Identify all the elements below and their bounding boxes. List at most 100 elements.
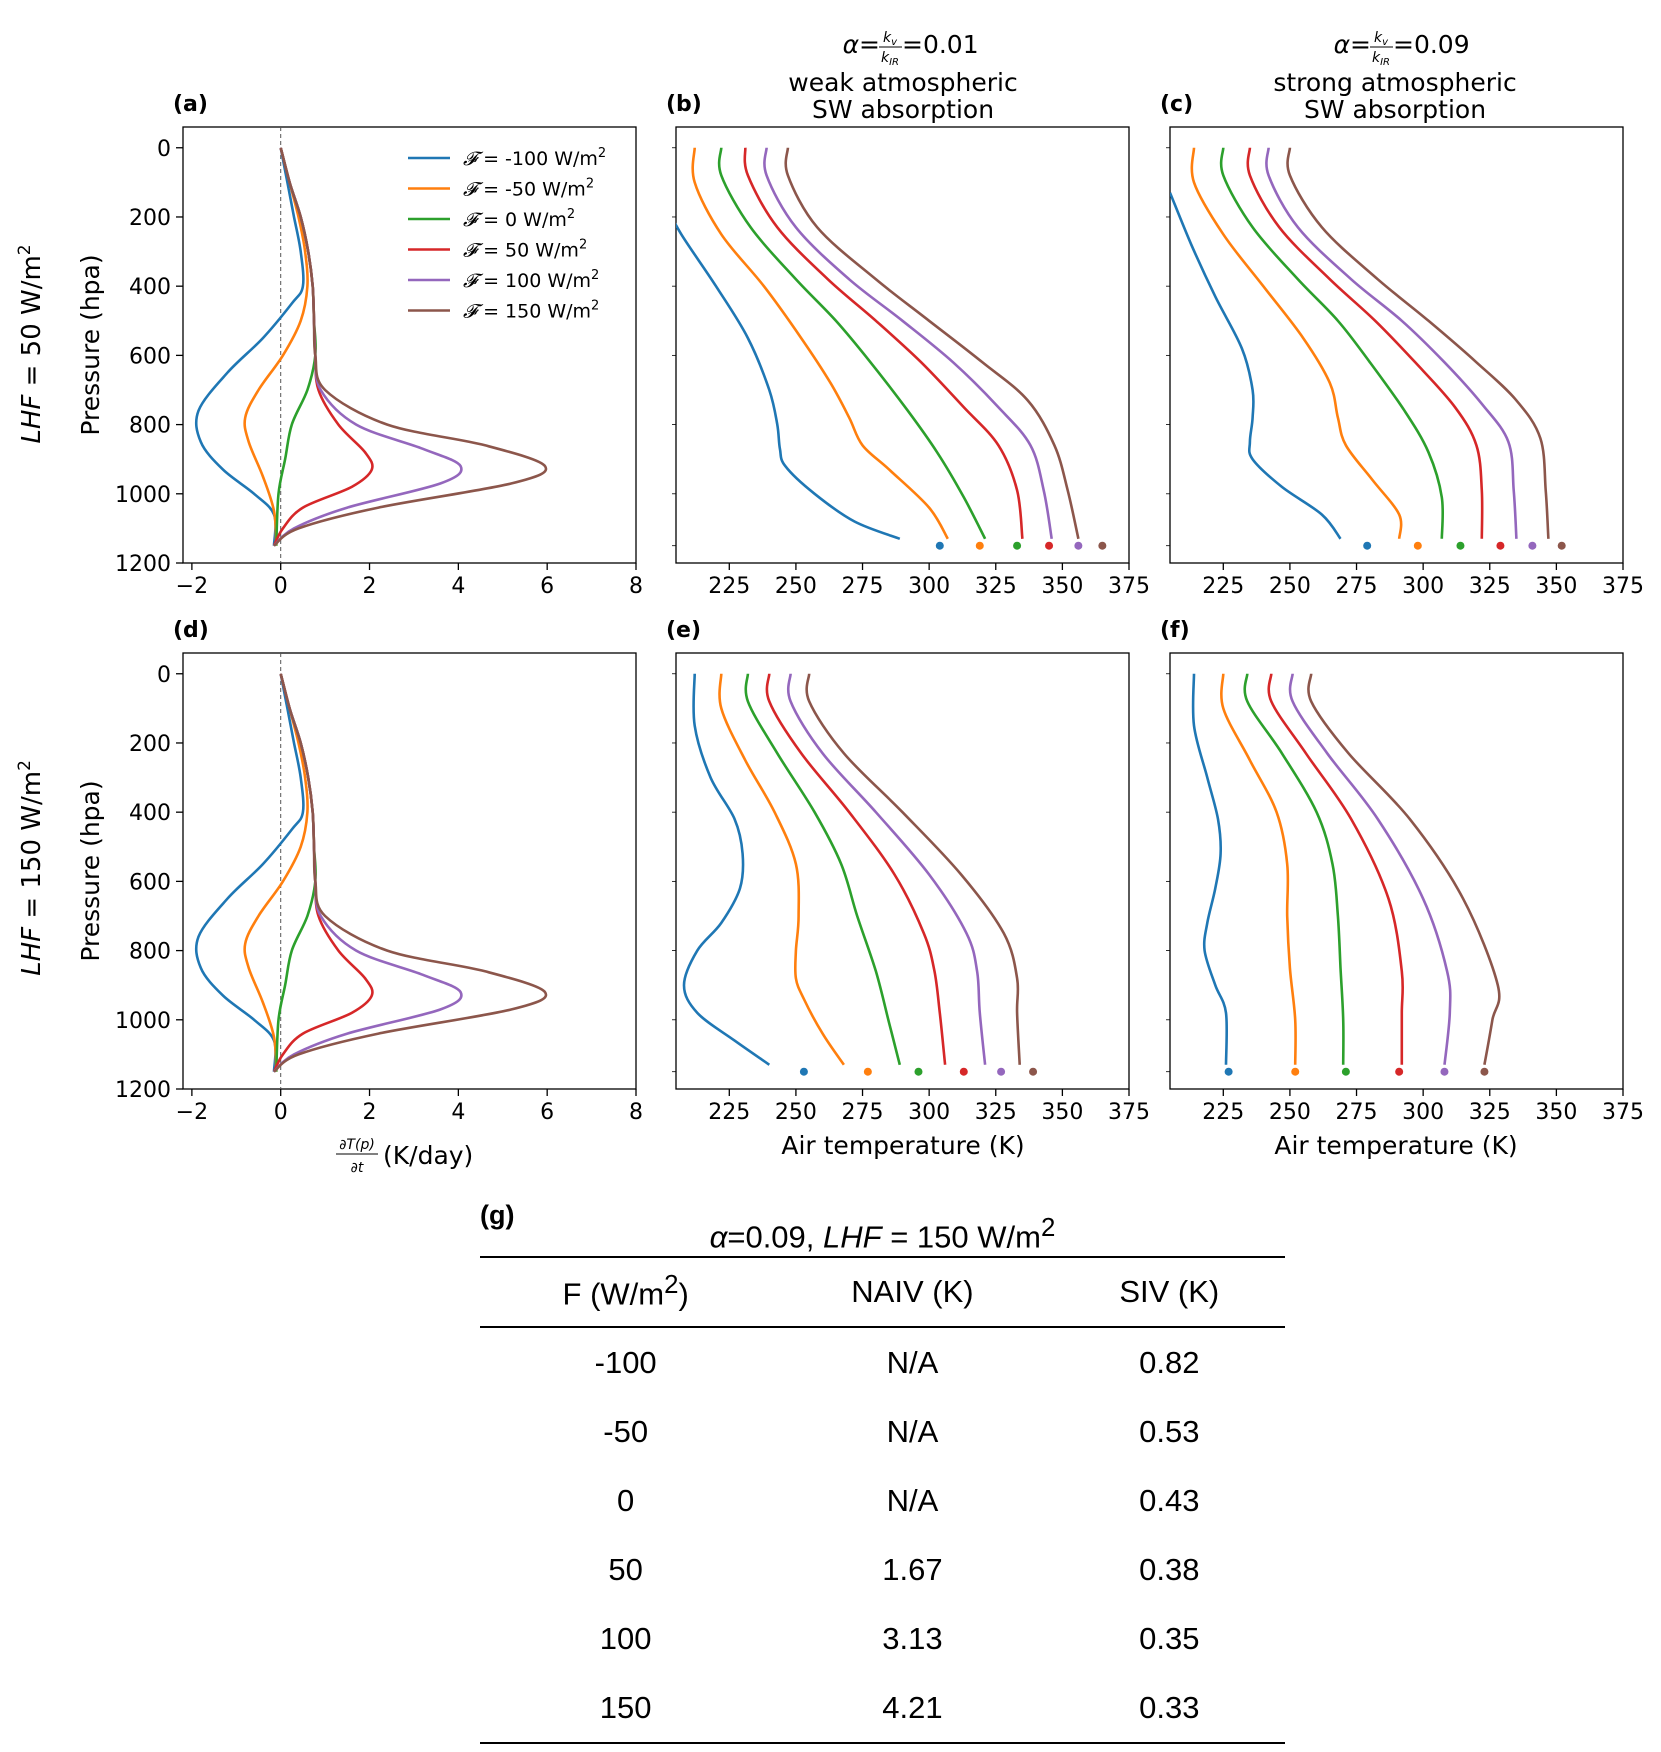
- series-line-e-1: [718, 673, 845, 1066]
- x-tick-label: 6: [540, 574, 554, 599]
- series-line-d-0: [194, 673, 305, 1072]
- legend-entry-4: 𝓕 = 100 W/m2: [463, 268, 599, 292]
- cell: 0.38: [1139, 1551, 1200, 1587]
- cell: 150: [480, 1673, 772, 1744]
- col-header-siv: SIV (K): [1053, 1256, 1285, 1328]
- x-tick-label: 225: [1202, 574, 1244, 599]
- x-tick-label: 250: [1269, 1100, 1311, 1125]
- surface-point-e-4: [997, 1067, 1006, 1076]
- series-line-d-5: [273, 673, 548, 1073]
- surface-point-c-2: [1456, 541, 1465, 550]
- x-tick-label: −2: [176, 574, 208, 599]
- series-line-c-2: [1219, 147, 1445, 539]
- legend-entry-2: 𝓕 = 0 W/m2: [463, 207, 575, 231]
- x-tick-label: 2: [363, 574, 377, 599]
- surface-point-e-0: [799, 1067, 808, 1076]
- header-b: α= kv kIR =0.01 weak atmospheric SW abso…: [788, 30, 1017, 124]
- x-tick-label: 275: [1336, 1100, 1378, 1125]
- legend-entry-0: 𝓕 = -100 W/m2: [463, 146, 606, 170]
- cell: 0.43: [1139, 1482, 1200, 1518]
- x-tick-label: 8: [629, 1100, 643, 1125]
- panel-b: (b) 225 250 275 300 325 350 375: [666, 92, 1150, 599]
- cell: N/A: [886, 1344, 939, 1380]
- surface-point-e-3: [959, 1067, 968, 1076]
- panel-d-frame: [182, 652, 637, 1090]
- y-tick-label: 400: [129, 275, 171, 300]
- panel-f-frame: [1169, 652, 1624, 1090]
- series-line-f-4: [1288, 673, 1452, 1065]
- header-b-fraction: kv kIR: [879, 30, 902, 68]
- series-line-b-3: [743, 147, 1024, 539]
- y-tick-label: 200: [129, 732, 171, 757]
- table-row: -50 N/A 0.53: [480, 1397, 1285, 1466]
- legend-entry-5: 𝓕 = 150 W/m2: [463, 299, 599, 323]
- series-line-a-5: [273, 147, 548, 547]
- header-c-fraction: kv kIR: [1370, 30, 1393, 68]
- x-tick-label: 300: [1402, 1100, 1444, 1125]
- series-line-f-0: [1191, 673, 1229, 1065]
- ylabel-a: Pressure (hpa): [76, 254, 105, 435]
- surface-point-b-0: [935, 541, 944, 550]
- series-line-a-1: [243, 147, 309, 546]
- table-row: 150 4.21 0.33: [480, 1673, 1285, 1744]
- svg-text:kIR: kIR: [1372, 50, 1390, 68]
- surface-point-f-3: [1395, 1067, 1404, 1076]
- x-tick-label: 350: [1535, 1100, 1577, 1125]
- xlabel-heating: ∂T(p) ∂t (K/day): [336, 1137, 473, 1176]
- series-line-e-2: [744, 673, 902, 1066]
- x-tick-label: 225: [708, 1100, 750, 1125]
- legend: 𝓕 = -100 W/m2 𝓕 = -50 W/m2 𝓕 = 0 W/m2 𝓕 = 5…: [408, 146, 606, 323]
- x-tick-label: 275: [842, 574, 884, 599]
- series-line-f-5: [1307, 673, 1501, 1066]
- cell: 3.13: [882, 1620, 943, 1656]
- header-c-line1: strong atmospheric: [1273, 68, 1516, 97]
- series-line-c-3: [1246, 147, 1484, 539]
- y-tick-label: 1200: [115, 1078, 171, 1103]
- panel-c-frame: [1169, 126, 1624, 564]
- x-tick-label: 300: [908, 1100, 950, 1125]
- header-b-line2: SW absorption: [812, 95, 994, 124]
- x-tick-label: 6: [540, 1100, 554, 1125]
- panel-a: (a) −2 0 2 4 6 8 0 200 400 600 800 1000 1200: [115, 92, 643, 599]
- surface-point-e-2: [914, 1067, 923, 1076]
- svg-text:kv: kv: [883, 30, 898, 48]
- panel-label-f: (f): [1160, 618, 1190, 643]
- cell: 4.21: [771, 1673, 1054, 1744]
- series-line-c-0: [1170, 192, 1342, 540]
- x-tick-label: 225: [708, 574, 750, 599]
- header-b-value: =0.01: [902, 30, 979, 59]
- cell: 0.35: [1139, 1620, 1200, 1656]
- series-line-e-4: [786, 673, 987, 1065]
- x-tick-label: 250: [775, 1100, 817, 1125]
- x-tick-label: 325: [975, 1100, 1017, 1125]
- series-line-e-5: [805, 673, 1021, 1065]
- surface-point-f-4: [1440, 1067, 1449, 1076]
- legend-entry-1: 𝓕 = -50 W/m2: [463, 177, 594, 201]
- series-line-f-3: [1267, 673, 1405, 1065]
- surface-point-f-2: [1341, 1067, 1350, 1076]
- xlabel-f: Air temperature (K): [1274, 1131, 1517, 1160]
- xlabel-e: Air temperature (K): [781, 1131, 1024, 1160]
- table-title: α=0.09, LHF = 150 W/m2: [709, 1214, 1056, 1255]
- table-row: -100 N/A 0.82: [480, 1327, 1285, 1397]
- cell: 50: [608, 1551, 643, 1587]
- header-c: α= kv kIR =0.09 strong atmospheric SW ab…: [1273, 30, 1516, 124]
- x-tick-label: −2: [176, 1100, 208, 1125]
- x-tick-label: 4: [451, 1100, 465, 1125]
- surface-point-b-2: [1013, 541, 1022, 550]
- series-line-e-0: [682, 673, 771, 1066]
- panel-d: (d) −2 0 2 4 6 8 0 200 400 600 800 1000 1200: [115, 618, 643, 1125]
- surface-point-c-3: [1496, 541, 1505, 550]
- legend-entry-3: 𝓕 = 50 W/m2: [463, 238, 587, 262]
- y-tick-label: 600: [129, 344, 171, 369]
- x-tick-label: 350: [1041, 574, 1083, 599]
- svg-text:∂t: ∂t: [351, 1160, 364, 1176]
- table-row: 0 N/A 0.43: [480, 1466, 1285, 1535]
- series-line-b-0: [676, 222, 901, 541]
- x-tick-label: 225: [1202, 1100, 1244, 1125]
- panel-a-frame: [182, 126, 637, 564]
- x-tick-label: 250: [1269, 574, 1311, 599]
- series-line-b-4: [763, 147, 1053, 540]
- table-header-row: F (W/m2) NAIV (K) SIV (K): [480, 1256, 1285, 1328]
